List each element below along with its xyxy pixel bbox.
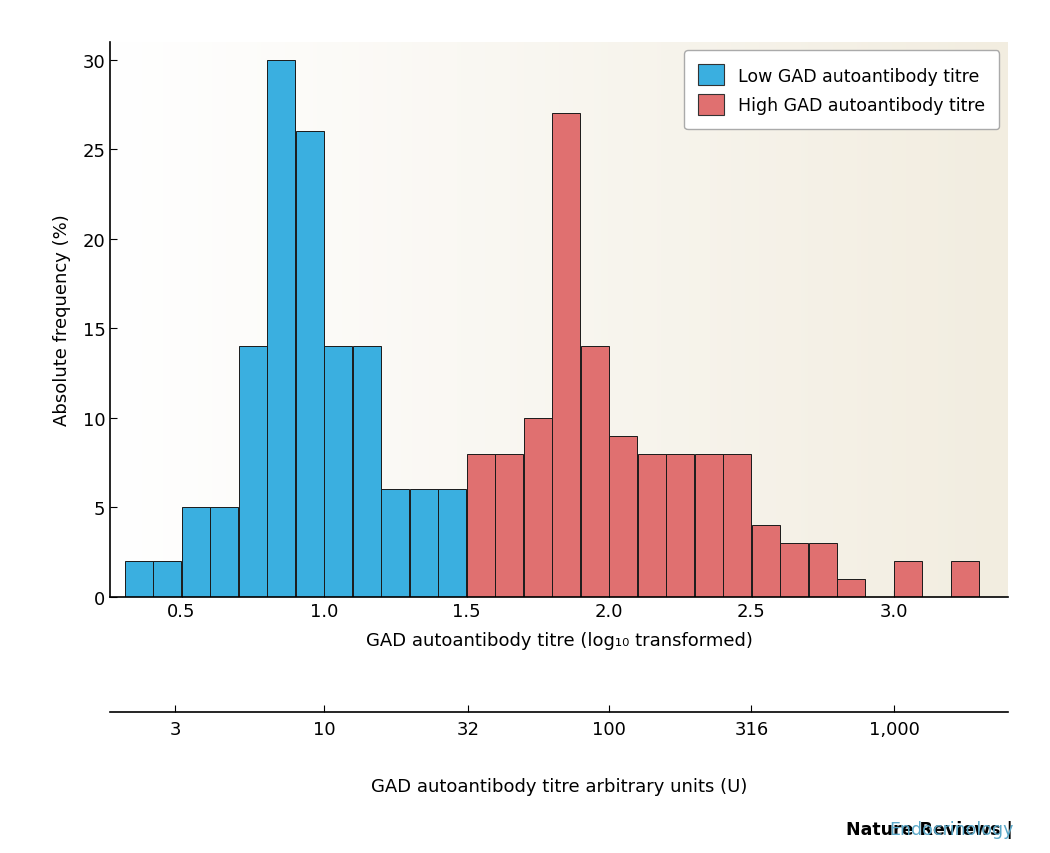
Bar (324, 346, 352, 597)
Text: Endocrinology: Endocrinology (889, 820, 1013, 838)
Bar (838, 579, 865, 597)
Bar (268, 61, 295, 597)
Legend: Low GAD autoantibody titre, High GAD autoantibody titre: Low GAD autoantibody titre, High GAD aut… (685, 51, 1000, 130)
Text: Nature Reviews |: Nature Reviews | (845, 820, 1018, 838)
Bar (296, 132, 323, 597)
Bar (410, 490, 438, 597)
X-axis label: GAD autoantibody titre arbitrary units (U): GAD autoantibody titre arbitrary units (… (371, 777, 748, 795)
Bar (808, 543, 837, 597)
Bar (638, 454, 666, 597)
Bar (182, 508, 210, 597)
Bar (467, 454, 495, 597)
Y-axis label: Absolute frequency (%): Absolute frequency (%) (54, 214, 71, 426)
Bar (951, 561, 979, 597)
Bar (153, 561, 181, 597)
Bar (752, 525, 779, 597)
Bar (780, 543, 808, 597)
Bar (210, 508, 238, 597)
Bar (581, 346, 609, 597)
X-axis label: GAD autoantibody titre (log₁₀ transformed): GAD autoantibody titre (log₁₀ transforme… (365, 631, 753, 649)
Bar (125, 561, 152, 597)
Bar (524, 418, 551, 597)
Bar (496, 454, 523, 597)
Bar (695, 454, 722, 597)
Bar (353, 346, 380, 597)
Bar (552, 114, 580, 597)
Bar (439, 490, 466, 597)
Bar (609, 436, 637, 597)
Bar (239, 346, 267, 597)
Bar (381, 490, 410, 597)
Bar (723, 454, 751, 597)
Bar (667, 454, 694, 597)
Bar (895, 561, 922, 597)
